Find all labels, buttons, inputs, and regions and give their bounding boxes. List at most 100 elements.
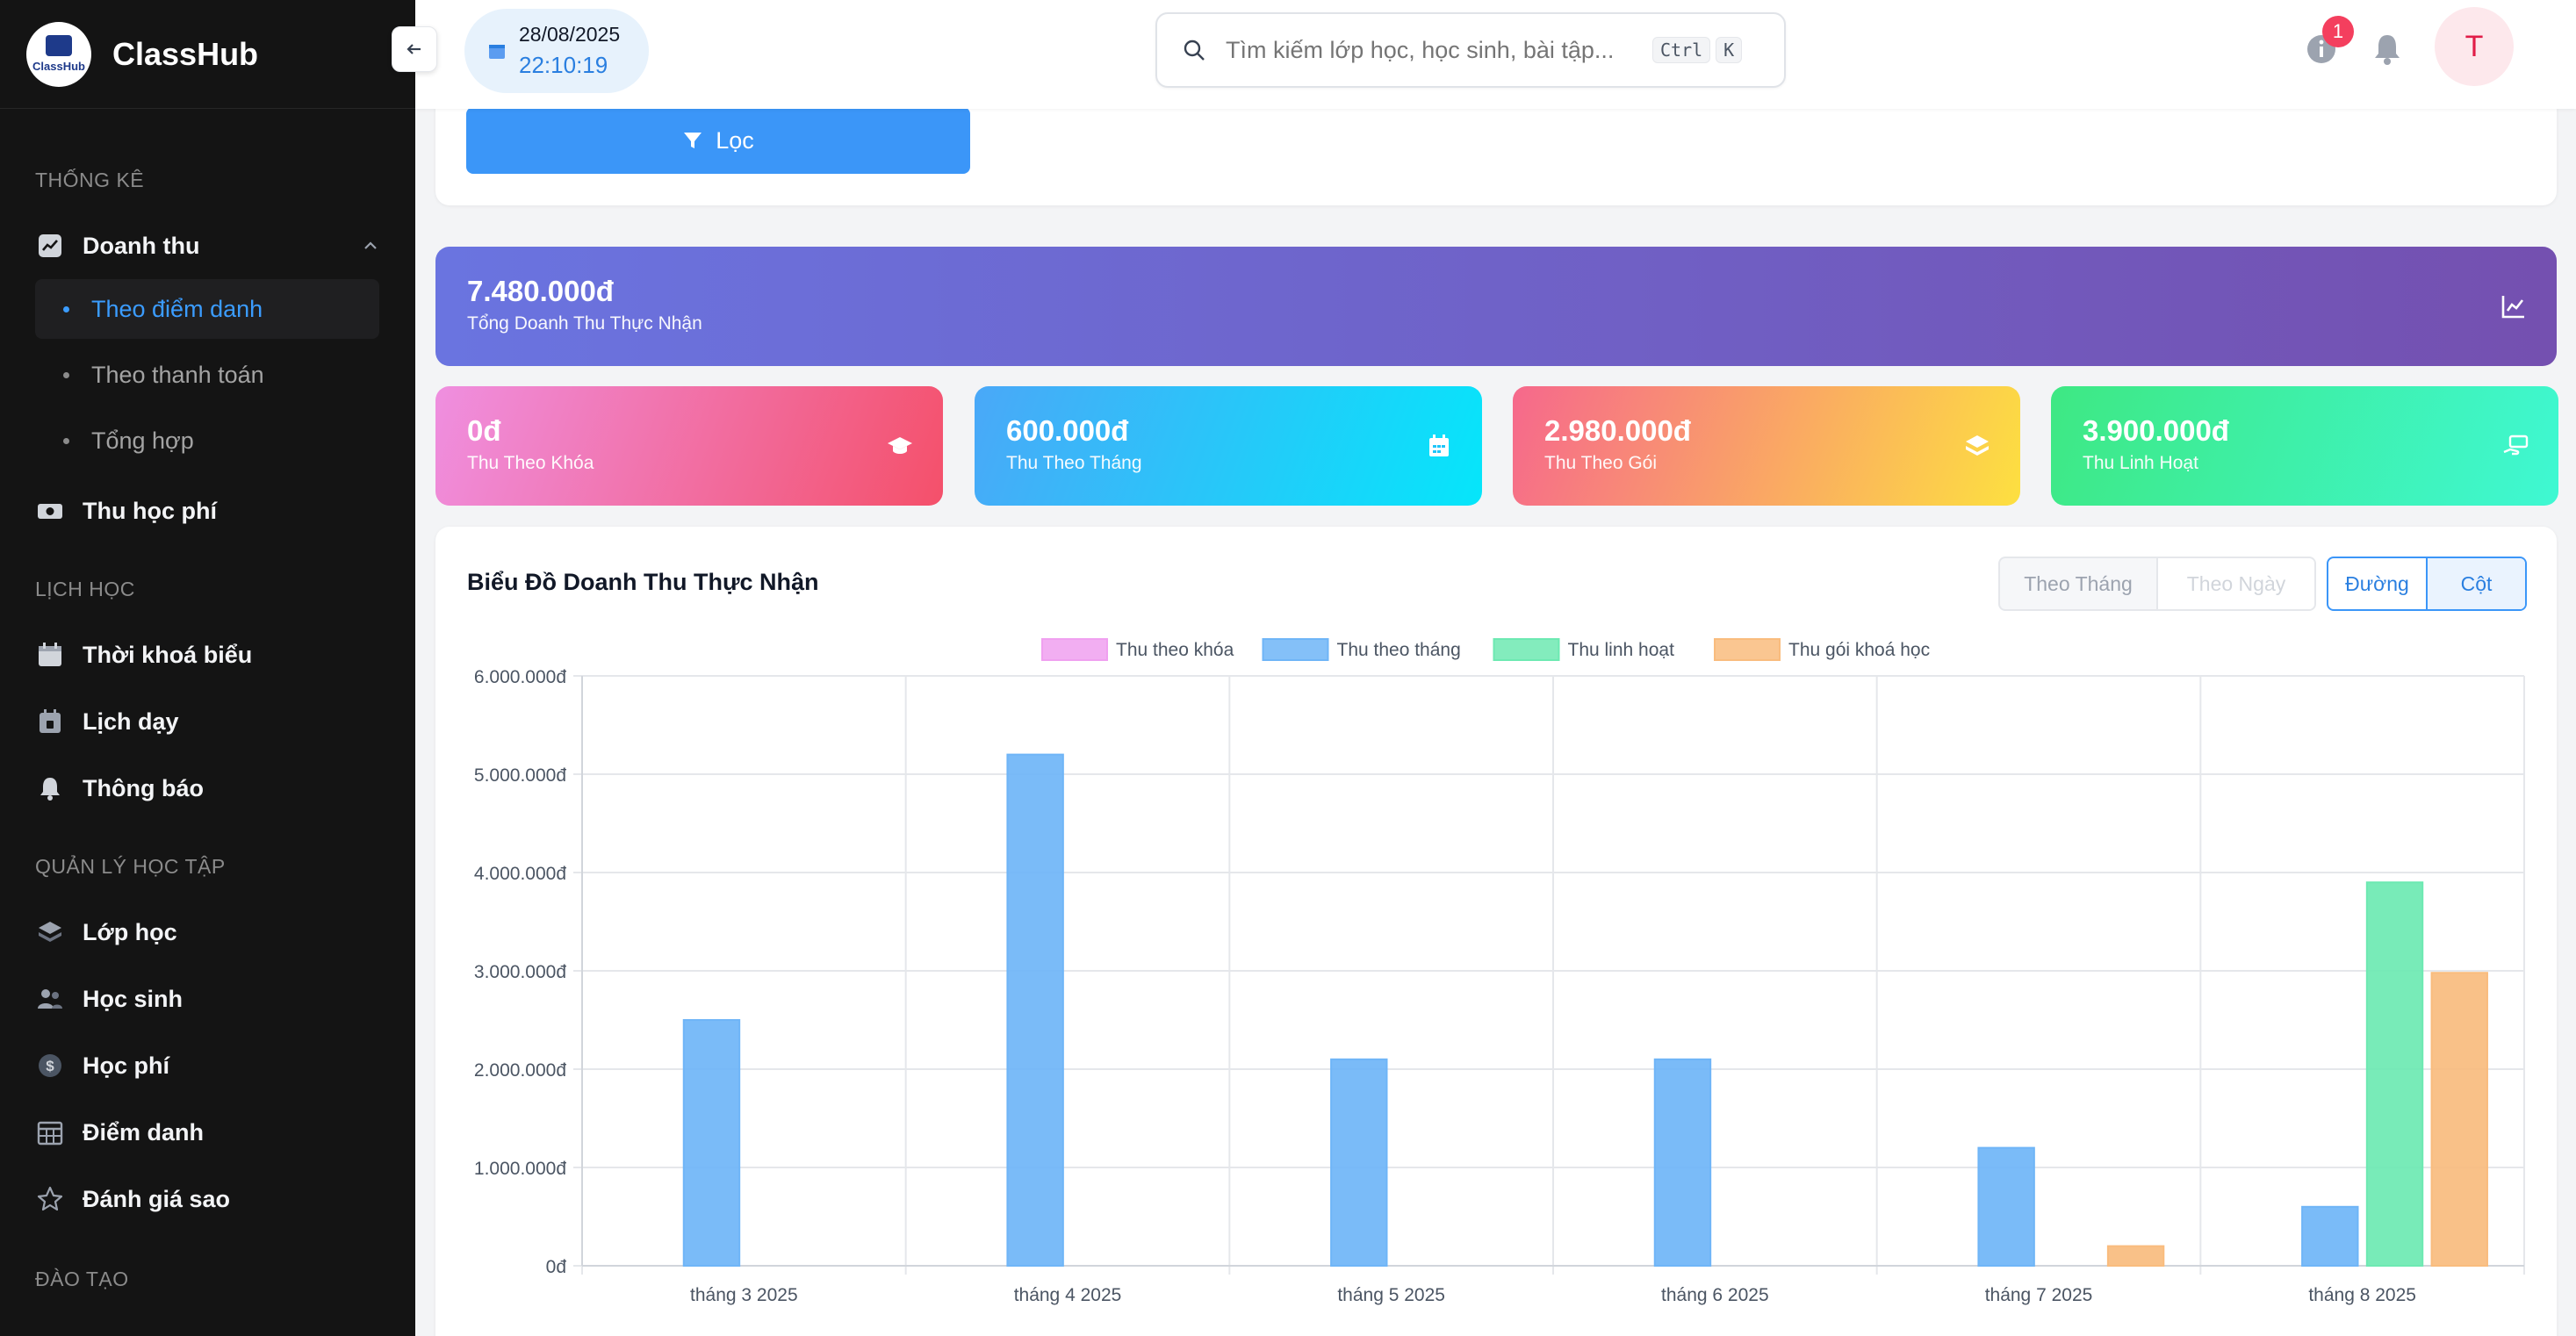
datetime-widget: 28/08/2025 22:10:19 [464,9,649,93]
bell-icon[interactable] [2368,30,2407,68]
shortcut-key-k: K [1716,37,1743,63]
sidebar-item-notifications[interactable]: Thông báo [35,760,204,816]
stat-value: 3.900.000đ [2083,414,2229,447]
legend-swatch [1041,638,1108,661]
hand-money-icon [2503,435,2529,456]
stat-label: Thu Theo Gói [1544,453,1658,473]
sidebar-item-label: Thông báo [83,774,204,801]
dollar-icon: $ [35,1051,65,1081]
bullet-icon [63,306,69,312]
sidebar-subitem-label: Tổng hợp [91,427,194,454]
section-label-learning: QUẢN LÝ HỌC TẬP [35,855,226,878]
collapse-sidebar-button[interactable] [392,26,437,72]
sidebar-item-attendance[interactable]: Điểm danh [35,1104,204,1160]
brand-name: ClassHub [112,35,259,72]
legend-swatch [1714,638,1781,661]
stat-card-flexible: 3.900.000đ Thu Linh Hoạt [2051,386,2558,506]
bar [1006,753,1064,1268]
legend-label: Thu linh hoạt [1568,640,1675,660]
stat-card-course: 0đ Thu Theo Khóa [435,386,943,506]
sidebar-subitem-payment[interactable]: Theo thanh toán [35,345,379,405]
legend-label: Thu theo khóa [1116,640,1234,660]
graduation-cap-icon [888,437,912,454]
chevron-up-icon[interactable] [360,235,381,256]
sidebar-item-label: Điểm danh [83,1118,205,1146]
star-icon [35,1184,65,1214]
bar [2301,1205,2359,1267]
period-toggle-month[interactable]: Theo Tháng [2024,571,2133,595]
legend-swatch [1262,638,1329,661]
users-icon [35,984,65,1014]
calendar-day-icon [35,707,65,736]
stat-label: Thu Linh Hoạt [2083,453,2198,473]
sidebar-item-label: Doanh thu [83,232,200,259]
revenue-chart-card: Biểu Đồ Doanh Thu Thực Nhận Theo Tháng T… [435,527,2557,1336]
sidebar-item-tuition-collect[interactable]: Thu học phí [35,483,217,539]
y-tick-label: 2.000.000đ [474,1060,566,1081]
section-label-stats: THỐNG KÊ [35,169,145,191]
sidebar-subitem-attendance[interactable]: Theo điểm danh [35,279,379,339]
period-toggle-day[interactable]: Theo Ngày [2156,558,2314,609]
sidebar-item-tuition[interactable]: $ Học phí [35,1038,169,1094]
chart-title: Biểu Đồ Doanh Thu Thực Nhận [467,569,819,595]
sidebar-item-label: Học phí [83,1052,169,1079]
revenue-bar-chart: 0đ 1.000.000đ 2.000.000đ 3.000.000đ 4.000.00… [474,638,2525,1305]
stat-label: Thu Theo Tháng [1006,453,1142,473]
y-tick-label: 1.000.000đ [474,1159,566,1179]
sidebar-item-teaching-schedule[interactable]: Lịch dạy [35,693,179,750]
arrow-left-icon [407,44,421,54]
sidebar-item-timetable[interactable]: Thời khoá biểu [35,627,252,683]
grid-calendar-icon [35,1117,65,1147]
sidebar-item-revenue[interactable]: Doanh thu [35,218,199,274]
stat-label: Thu Theo Khóa [467,453,594,473]
sidebar-subitem-label: Theo điểm danh [91,295,263,322]
chart-type-bar[interactable]: Cột [2426,558,2525,609]
current-time: 22:10:19 [519,52,608,78]
sidebar-item-students[interactable]: Học sinh [35,971,183,1027]
top-bar: 28/08/2025 22:10:19 Ctrl K 1 T [415,0,2576,109]
money-icon [35,496,65,526]
sidebar: ClassHub ClassHub THỐNG KÊ Doanh thu The… [0,0,415,1336]
sidebar-item-label: Lịch dạy [83,708,179,735]
section-label-training: ĐÀO TẠO [35,1268,129,1290]
sidebar-item-star-rating[interactable]: Đánh giá sao [35,1171,230,1227]
chart-type-toggle: Đường Cột [2327,557,2527,611]
x-tick-label: tháng 4 2025 [1014,1285,1122,1305]
logo-text: ClassHub [32,60,85,73]
x-tick-label: tháng 7 2025 [1985,1285,2093,1305]
stat-card-package: 2.980.000đ Thu Theo Gói [1513,386,2020,506]
stat-value: 0đ [467,414,501,447]
sidebar-item-classes[interactable]: Lớp học [35,904,177,960]
current-date: 28/08/2025 [519,23,621,46]
notification-badge: 1 [2322,16,2354,47]
svg-text:$: $ [46,1058,54,1074]
legend-label: Thu theo tháng [1337,640,1461,660]
legend-label: Thu gói khoá học [1788,640,1930,660]
avatar[interactable]: T [2435,7,2514,86]
legend-swatch [1493,638,1560,661]
bar [2365,881,2424,1267]
bar [682,1019,741,1267]
chart-type-line[interactable]: Đường [2345,571,2409,595]
total-revenue-value: 7.480.000đ [467,275,614,307]
bar [1977,1146,2035,1267]
y-tick-label: 0đ [546,1257,567,1277]
sidebar-item-label: Học sinh [83,985,183,1012]
stat-value: 600.000đ [1006,414,1129,447]
search-box[interactable]: Ctrl K [1155,12,1786,88]
filter-button-label: Lọc [716,126,754,154]
section-label-schedule: LỊCH HỌC [35,578,135,600]
search-input[interactable] [1226,36,1647,64]
period-toggle: Theo Tháng Theo Ngày [1998,557,2316,611]
calendar-icon [1429,435,1449,456]
brand[interactable]: ClassHub ClassHub [0,0,415,109]
shortcut-key-ctrl: Ctrl [1652,37,1711,63]
sidebar-subitem-summary[interactable]: Tổng hợp [35,411,379,470]
layers-icon [1966,435,1989,456]
chart-line-icon [35,231,65,261]
bar [2106,1245,2165,1267]
x-tick-label: tháng 6 2025 [1661,1285,1769,1305]
brand-logo: ClassHub [26,21,91,87]
filter-button[interactable]: Lọc [466,107,970,174]
total-revenue-card: 7.480.000đ Tổng Doanh Thu Thực Nhận [435,247,2557,366]
